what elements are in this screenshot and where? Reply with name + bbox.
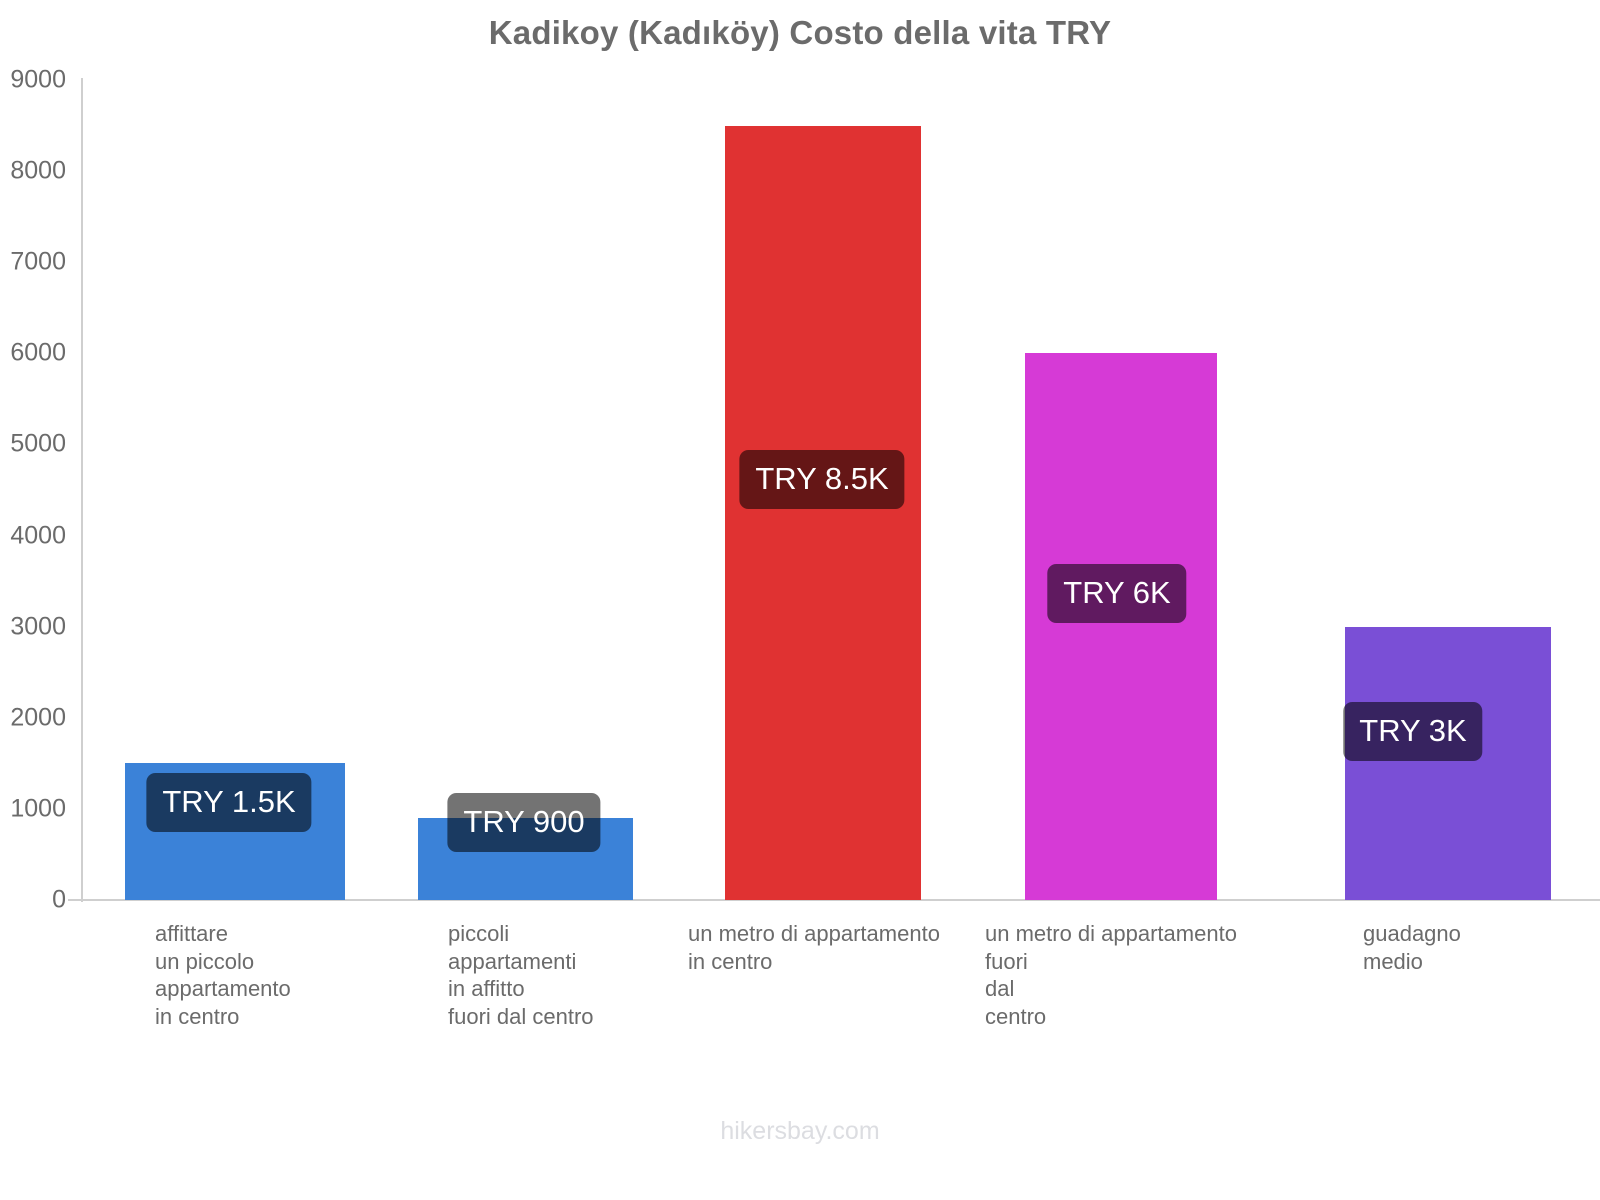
x-axis-category-label: guadagno medio [1363, 921, 1461, 974]
chart-title: Kadikoy (Kadıköy) Costo della vita TRY [488, 14, 1112, 51]
bar[interactable] [1345, 626, 1551, 900]
y-axis-tick-label: 1000 [10, 794, 66, 823]
y-axis-tick-label: 8000 [10, 156, 66, 185]
x-axis-category-label: piccoli appartamenti in affitto fuori da… [448, 921, 594, 1029]
bar[interactable] [725, 125, 921, 900]
x-axis-category-label: un metro di appartamento in centro [688, 921, 940, 974]
y-axis-tick-label: 0 [52, 885, 66, 914]
bar-value-label: TRY 6K [1047, 564, 1187, 623]
bar-value-label: TRY 3K [1343, 702, 1483, 761]
x-axis-category-label: un metro di appartamento fuori dal centr… [985, 921, 1237, 1029]
bar[interactable] [1025, 353, 1217, 900]
bar-value-label: TRY 900 [447, 793, 601, 852]
y-axis-tick-label: 4000 [10, 521, 66, 550]
y-axis-line [81, 78, 83, 902]
y-axis-tick-label: 7000 [10, 247, 66, 276]
y-axis-tick-label: 3000 [10, 612, 66, 641]
x-axis-line [68, 899, 1600, 901]
x-axis-category-label: affittare un piccolo appartamento in cen… [155, 921, 291, 1029]
y-axis-tick-label: 6000 [10, 338, 66, 367]
bar-value-label: TRY 8.5K [739, 450, 905, 509]
y-axis-tick-label: 5000 [10, 429, 66, 458]
bar-value-label: TRY 1.5K [146, 773, 312, 832]
y-axis-tick-label: 9000 [10, 65, 66, 94]
footer-credit: hikersbay.com [720, 1117, 880, 1145]
y-axis-tick-label: 2000 [10, 703, 66, 732]
